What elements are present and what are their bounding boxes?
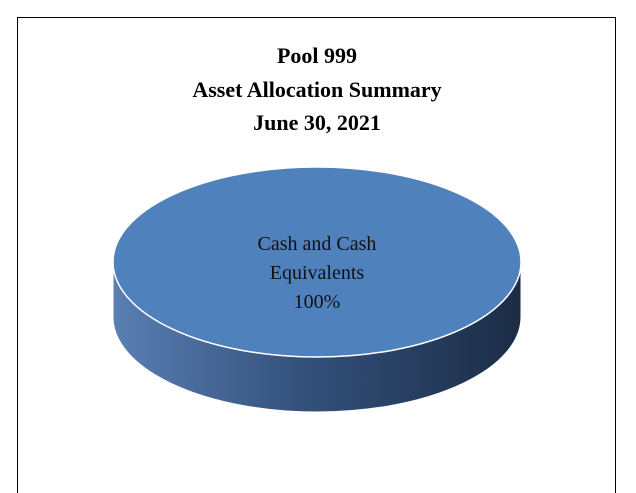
chart-title: Asset Allocation Summary bbox=[192, 77, 441, 102]
chart-title: Pool 999 bbox=[277, 43, 357, 68]
pie-slice bbox=[112, 166, 522, 358]
slice-value-label: 100% bbox=[293, 291, 341, 313]
chart-title: June 30, 2021 bbox=[253, 110, 381, 135]
slice-label: Cash and Cash Equivalents bbox=[257, 233, 377, 284]
